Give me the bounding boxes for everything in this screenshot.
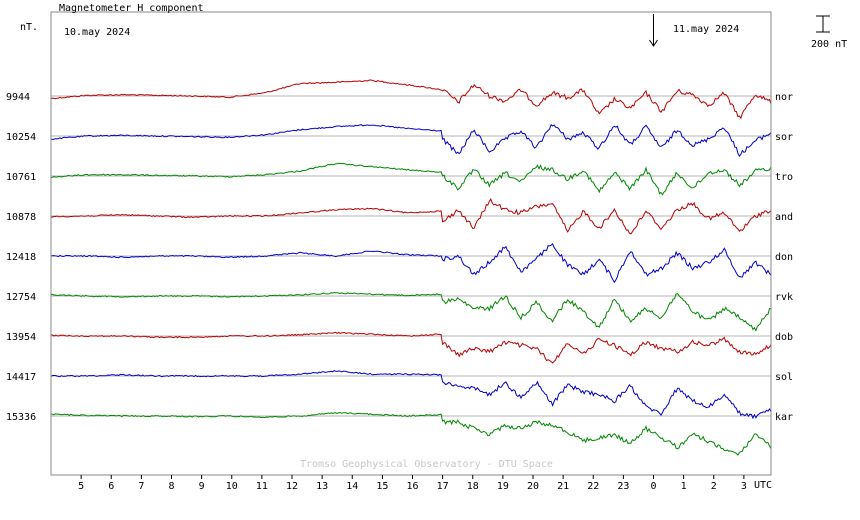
scale-bar: 200 nT: [811, 15, 847, 50]
baseline-value-label: 10761: [6, 172, 36, 183]
station-label-dob: dob: [775, 332, 793, 343]
x-tick-label: 23: [617, 481, 629, 492]
x-tick-label: 12: [286, 481, 298, 492]
station-label-sol: sol: [775, 372, 793, 383]
series-line-dob: [50, 331, 772, 364]
day-marker-arrow: [649, 14, 658, 47]
x-tick-label: 8: [168, 481, 174, 492]
x-tick-label: 21: [557, 481, 569, 492]
x-tick-label: 13: [316, 481, 328, 492]
baseline-value-label: 13954: [6, 332, 36, 343]
baseline-value-label: 10254: [6, 132, 36, 143]
station-label-and: and: [775, 212, 793, 223]
x-tick-label: 18: [467, 481, 479, 492]
x-tick-label: 9: [199, 481, 205, 492]
series-line-and: [50, 198, 772, 235]
credit-watermark: Tromso Geophysical Observatory - DTU Spa…: [300, 459, 553, 470]
x-tick-label: 7: [138, 481, 144, 492]
station-label-kar: kar: [775, 412, 793, 423]
end-date-label: 11.may 2024: [673, 24, 739, 35]
chart-title: Magnetometer H component: [59, 3, 204, 14]
x-tick-label: 10: [226, 481, 238, 492]
x-tick-label: 1: [681, 481, 687, 492]
station-label-rvk: rvk: [775, 292, 793, 303]
series-line-rvk: [50, 291, 772, 332]
x-tick-label: 14: [346, 481, 358, 492]
x-tick-label: 5: [78, 481, 84, 492]
x-tick-label: 3: [741, 481, 747, 492]
series-traces: [50, 79, 772, 456]
baseline-value-label: 15336: [6, 412, 36, 423]
x-tick-label: 17: [437, 481, 449, 492]
station-label-don: don: [775, 252, 793, 263]
start-date-label: 10.may 2024: [64, 27, 130, 38]
series-line-don: [51, 242, 772, 284]
x-tick-label: 11: [256, 481, 268, 492]
x-axis-ticks: 5 6 7 8 9 10 11 12 13 14 15 16 17 18 19 20 21 22 23 0 1 2 3: [78, 475, 747, 492]
series-line-tro: [50, 162, 772, 196]
station-label-nor: nor: [775, 92, 793, 103]
baseline-value-label: 9944: [6, 92, 30, 103]
station-label-tro: tro: [775, 172, 793, 183]
station-label-sor: sor: [775, 132, 793, 143]
x-tick-label: 2: [711, 481, 717, 492]
day-marker-head: [649, 39, 658, 47]
series-line-kar: [51, 412, 772, 456]
baseline-value-label: 12418: [6, 252, 36, 263]
x-tick-label: 19: [497, 481, 509, 492]
x-tick-label: 15: [376, 481, 388, 492]
station-labels: nor sor tro and don rvk dob sol kar: [775, 92, 793, 423]
baseline-value-label: 14417: [6, 372, 36, 383]
baseline-value-label: 10878: [6, 212, 36, 223]
x-axis-label: UTC: [754, 480, 772, 491]
series-line-sor: [50, 123, 772, 157]
series-line-sol: [50, 370, 772, 420]
x-tick-label: 16: [406, 481, 418, 492]
x-tick-label: 22: [587, 481, 599, 492]
scale-bar-label: 200 nT: [811, 39, 847, 50]
baseline-labels: 9944 10254 10761 10878 12418 12754 13954 14417 1…: [6, 92, 36, 423]
x-tick-label: 0: [650, 481, 656, 492]
series-line-nor: [50, 79, 772, 120]
baseline-value-label: 12754: [6, 292, 36, 303]
x-tick-label: 6: [108, 481, 114, 492]
x-tick-label: 20: [527, 481, 539, 492]
plot-frame: [50, 11, 772, 476]
y-unit-label: nT.: [20, 22, 38, 33]
